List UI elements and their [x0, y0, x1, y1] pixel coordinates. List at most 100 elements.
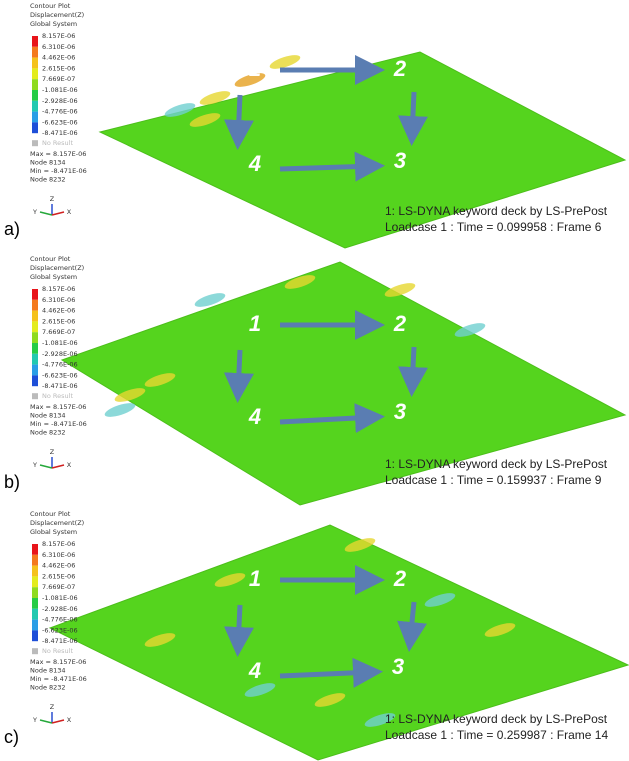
legend-level: -4.776E-06 [42, 616, 78, 624]
color-band [32, 608, 38, 620]
wave [164, 103, 196, 117]
legend-level: 7.669E-07 [42, 328, 75, 336]
no-result: No Result [42, 392, 73, 400]
no-result: No Result [42, 139, 73, 147]
color-band [32, 68, 38, 80]
legend-stat: Node 8232 [30, 684, 66, 692]
legend-level: -6.623E-06 [42, 118, 78, 126]
legend-level: 6.310E-06 [42, 296, 75, 304]
legend-level: 4.462E-06 [42, 562, 75, 570]
legend-title: Global System [30, 20, 77, 28]
arrow [279, 403, 385, 434]
legend-stat: Min = -8.471E-06 [30, 167, 87, 175]
color-band [32, 79, 38, 90]
color-band [32, 587, 38, 598]
axis-y [39, 464, 53, 469]
caption: 1: LS-DYNA keyword deck by LS-PrePost [385, 204, 608, 218]
legend-stat: Max = 8.157E-06 [30, 403, 86, 411]
legend-level: 8.157E-06 [42, 540, 75, 548]
node-marker: 2 [393, 566, 407, 591]
legend-level: 2.615E-06 [42, 317, 75, 325]
arrow [398, 346, 428, 397]
wave [199, 91, 231, 105]
wave [144, 633, 176, 647]
wave [384, 283, 416, 297]
color-band [32, 36, 38, 47]
legend-level: -1.081E-06 [42, 339, 78, 347]
legend-title: Contour Plot [30, 255, 71, 263]
panel-label: b) [4, 472, 20, 492]
triad-z: Z [50, 195, 55, 203]
axis-x [51, 464, 65, 469]
axis-x [51, 719, 65, 724]
legend-level: -2.928E-06 [42, 605, 78, 613]
axis-y [39, 211, 53, 216]
legend-stat: Min = -8.471E-06 [30, 420, 87, 428]
legend-level: 2.615E-06 [42, 572, 75, 580]
node-marker: 3 [394, 399, 406, 424]
color-band [32, 321, 38, 333]
wave [244, 683, 276, 697]
color-band [32, 565, 38, 577]
legend-stat: Min = -8.471E-06 [30, 675, 87, 683]
wave [284, 275, 316, 289]
color-band [32, 598, 38, 609]
triad-y: Y [32, 716, 37, 724]
color-band [32, 122, 38, 134]
legend-level: 2.615E-06 [42, 64, 75, 72]
node-marker: 1 [249, 311, 261, 336]
legend-level: 6.310E-06 [42, 43, 75, 51]
color-band [32, 289, 38, 300]
node-marker: 1 [249, 56, 261, 81]
node-marker: 3 [394, 148, 406, 173]
color-band [32, 554, 38, 566]
caption: 1: LS-DYNA keyword deck by LS-PrePost [385, 712, 608, 726]
color-band [32, 364, 38, 376]
legend-level: 7.669E-07 [42, 75, 75, 83]
color-band [32, 111, 38, 123]
panel-label: c) [4, 727, 19, 747]
node-marker: 2 [393, 311, 407, 336]
color-band [32, 375, 38, 387]
wave [214, 573, 246, 587]
color-band [32, 544, 38, 555]
caption: Loadcase 1 : Time = 0.099958 : Frame 6 [385, 220, 602, 234]
color-band [32, 57, 38, 69]
caption: Loadcase 1 : Time = 0.259987 : Frame 14 [385, 728, 608, 742]
node-marker: 4 [248, 658, 261, 683]
triad-x: X [67, 208, 72, 216]
caption: 1: LS-DYNA keyword deck by LS-PrePost [385, 457, 608, 471]
arrow [279, 151, 385, 182]
arrow [397, 601, 427, 652]
color-band [32, 299, 38, 311]
legend-stat: Node 8232 [30, 176, 66, 184]
legend-level: -2.928E-06 [42, 350, 78, 358]
wave [114, 388, 146, 402]
color-band [32, 630, 38, 642]
wave [454, 323, 486, 337]
arrow [279, 657, 383, 688]
arrow [223, 349, 254, 403]
legend-level: -6.623E-06 [42, 371, 78, 379]
node-marker: 4 [248, 151, 261, 176]
color-band [32, 310, 38, 322]
color-band [32, 90, 38, 101]
panel-label: a) [4, 219, 20, 239]
no-result: No Result [42, 647, 73, 655]
no-result-swatch [32, 393, 38, 400]
node-marker: 1 [249, 566, 261, 591]
wave [189, 113, 221, 127]
triad-y: Y [32, 461, 37, 469]
color-band [32, 576, 38, 588]
color-band [32, 619, 38, 631]
legend-level: 7.669E-07 [42, 583, 75, 591]
legend-level: -2.928E-06 [42, 97, 78, 105]
triad-y: Y [32, 208, 37, 216]
triad-z: Z [50, 703, 55, 711]
node-marker: 3 [392, 654, 404, 679]
wave [424, 593, 456, 607]
